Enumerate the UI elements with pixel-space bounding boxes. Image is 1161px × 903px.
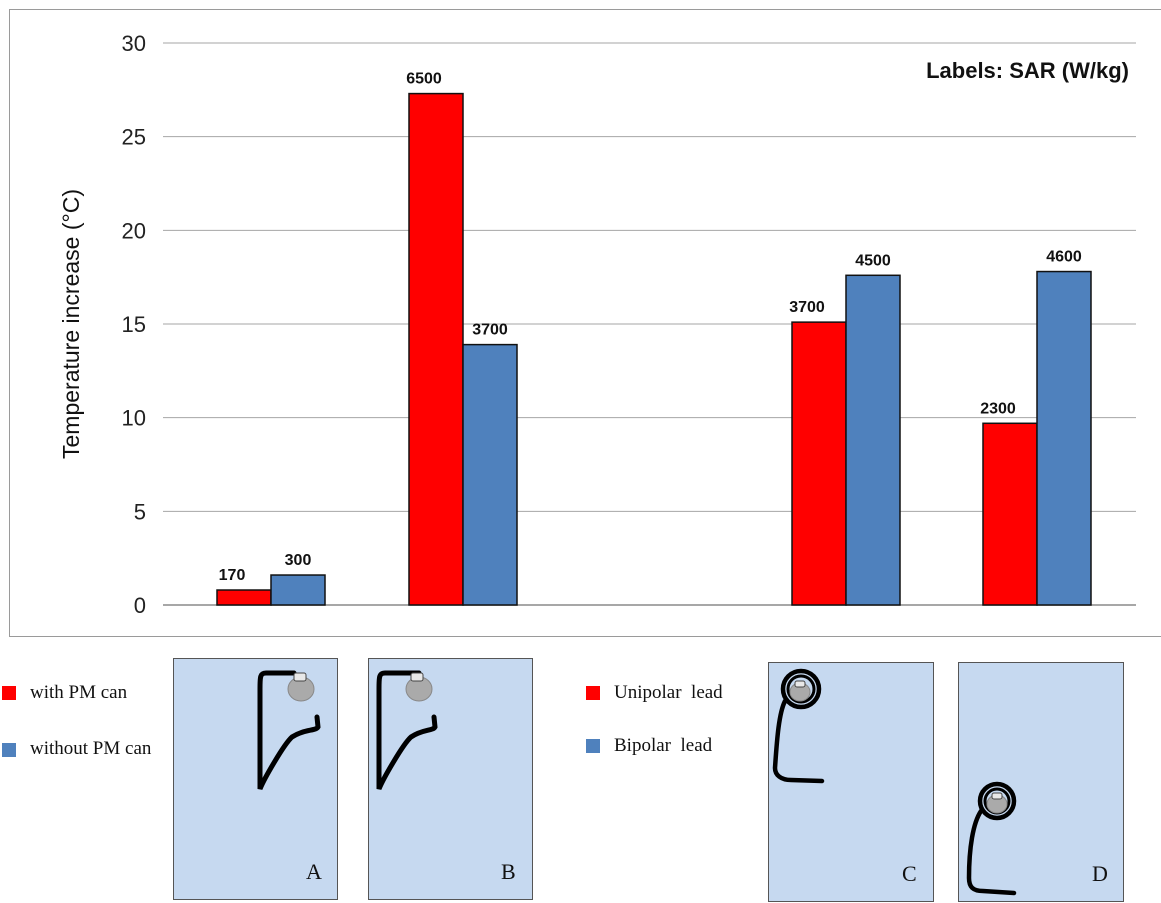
panel-letter-c: C [902,861,917,886]
y-tick-30: 30 [122,31,146,56]
bar-b-blue [462,343,518,606]
y-tick-5: 5 [134,499,146,524]
legend-unipolar-lead: Unipolar lead [614,682,723,703]
lead-diagram-a [257,670,321,791]
bar-d-red [982,422,1038,606]
bar-label-c-red: 3700 [789,299,825,316]
bar-d-blue [1036,270,1092,606]
chart-frame [9,9,1161,637]
bar-label-b-red: 6500 [406,71,442,88]
panel-c: C [768,662,934,902]
bar-label-a-blue: 300 [285,552,312,569]
panel-letter-b: B [501,859,516,884]
y-tick-10: 10 [122,406,146,431]
sar-labels-note: Labels: SAR (W/kg) [926,58,1129,83]
bar-labels: 170 300 6500 3700 3700 4500 2300 4600 [219,71,1082,584]
bar-chart: 0 5 10 15 20 25 30 170 300 6500 3700 3700 4500 2300 4… [58,31,1136,618]
legend-swatch-without-pm-can [2,743,16,757]
bar-a-blue [270,574,326,606]
bar-label-d-red: 2300 [980,400,1016,417]
bar-c-red [791,321,847,606]
legend-with-pm-can: with PM can [30,682,128,703]
y-tick-labels: 0 5 10 15 20 25 30 [122,31,146,618]
y-tick-25: 25 [122,125,146,150]
bar-label-d-blue: 4600 [1046,249,1082,266]
panel-d: D [958,662,1124,902]
panel-a: A [173,658,338,900]
panel-letter-a: A [306,859,322,884]
legend-swatch-bipolar-lead [586,739,600,753]
panel-letter-d: D [1092,861,1108,886]
bars [216,92,1092,606]
lead-diagram-c [772,668,825,784]
legend-bipolar-lead: Bipolar lead [614,735,713,756]
legend-swatch-unipolar-lead [586,686,600,700]
y-tick-15: 15 [122,312,146,337]
bar-label-b-blue: 3700 [472,322,508,339]
bar-label-c-blue: 4500 [855,252,891,269]
y-axis-label: Temperature increase (°C) [58,189,84,459]
lead-diagram-b [376,670,438,791]
y-tick-20: 20 [122,218,146,243]
panel-b: B [368,658,533,900]
legend-without-pm-can: without PM can [30,738,152,759]
bar-a-red [216,589,272,606]
lead-diagram-d [966,781,1017,896]
bar-b-red [408,92,464,606]
bar-label-a-red: 170 [219,567,246,584]
legend-swatch-with-pm-can [2,686,16,700]
y-tick-0: 0 [134,593,146,618]
bar-c-blue [845,274,901,606]
